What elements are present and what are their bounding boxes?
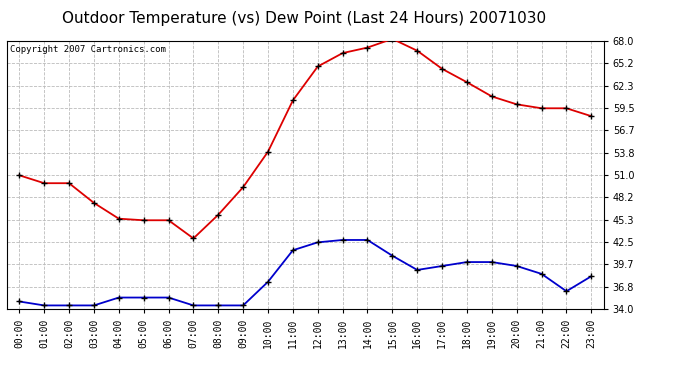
- Text: Outdoor Temperature (vs) Dew Point (Last 24 Hours) 20071030: Outdoor Temperature (vs) Dew Point (Last…: [61, 11, 546, 26]
- Text: Copyright 2007 Cartronics.com: Copyright 2007 Cartronics.com: [10, 45, 166, 54]
